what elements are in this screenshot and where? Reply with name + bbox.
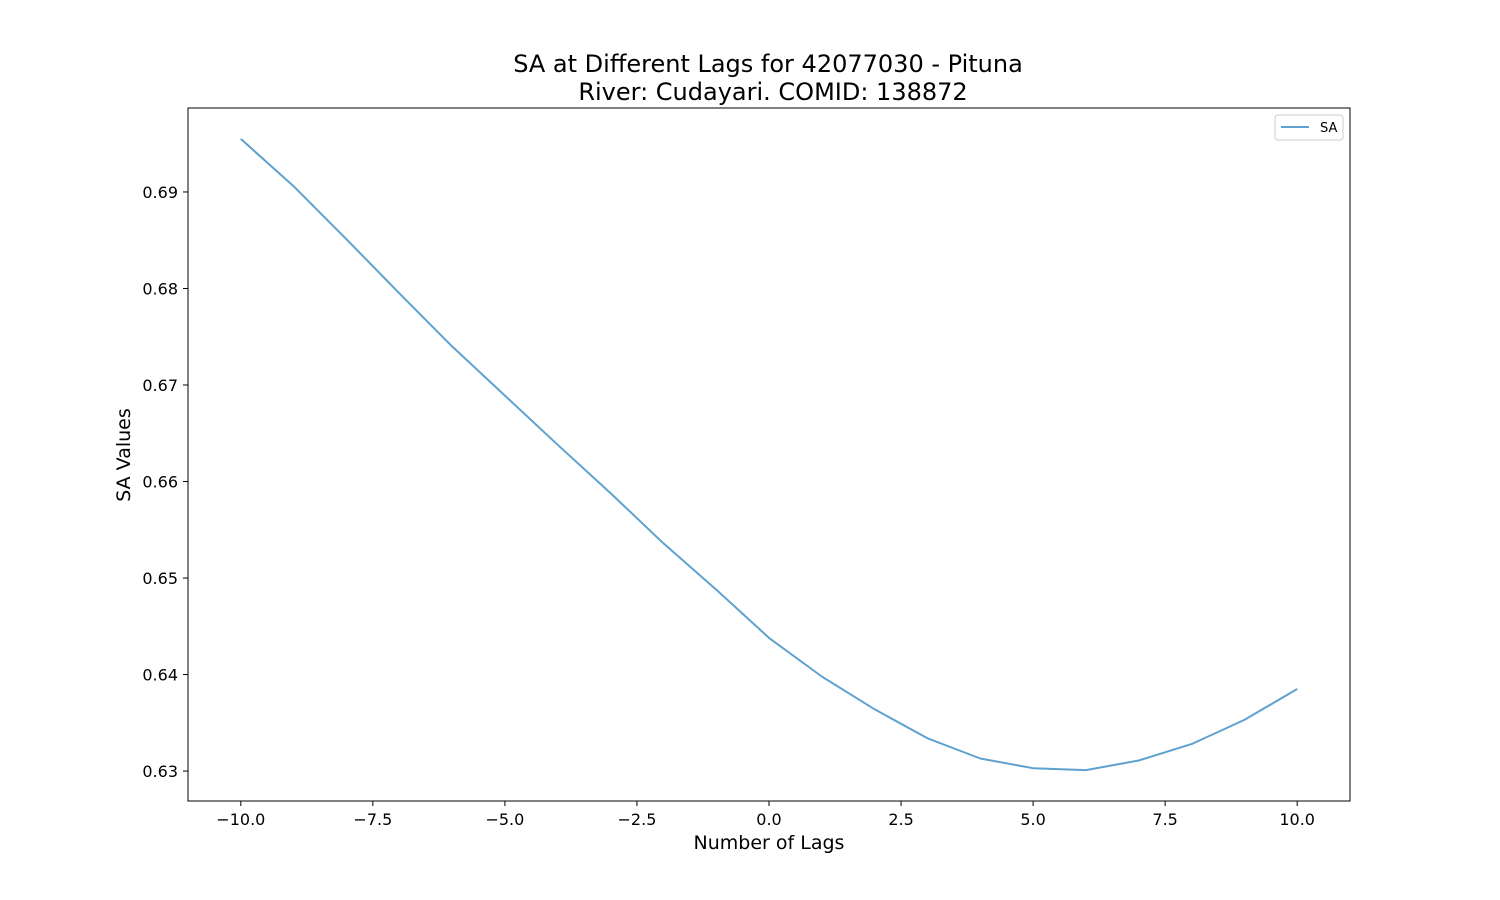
x-tick-label: 0.0 bbox=[756, 810, 781, 829]
y-tick-label: 0.64 bbox=[142, 666, 178, 685]
series-layer bbox=[240, 138, 1298, 772]
chart-subtitle: River: Cudayari. COMID: 138872 bbox=[578, 78, 967, 106]
x-tick-label: −5.0 bbox=[485, 810, 524, 829]
chart-title: SA at Different Lags for 42077030 - Pitu… bbox=[513, 50, 1023, 78]
legend: SA bbox=[1274, 114, 1344, 141]
series-line-sa bbox=[240, 138, 1298, 772]
x-tick-label: 2.5 bbox=[888, 810, 913, 829]
plot-frame bbox=[187, 107, 1351, 802]
y-tick-label: 0.69 bbox=[142, 183, 178, 202]
x-tick-label: −2.5 bbox=[618, 810, 657, 829]
y-tick-label: 0.65 bbox=[142, 569, 178, 588]
x-tick-label: −10.0 bbox=[216, 810, 265, 829]
x-tick-label: 10.0 bbox=[1279, 810, 1315, 829]
x-axis-label: Number of Lags bbox=[694, 832, 845, 854]
y-tick-label: 0.68 bbox=[142, 279, 178, 298]
y-tick-label: 0.63 bbox=[142, 762, 178, 781]
x-tick-label: 7.5 bbox=[1152, 810, 1177, 829]
legend-label-sa: SA bbox=[1320, 121, 1337, 136]
y-tick-label: 0.67 bbox=[142, 376, 178, 395]
y-tick-label: 0.66 bbox=[142, 473, 178, 492]
y-axis-label: SA Values bbox=[113, 408, 135, 502]
axis-ticks: −10.0 −7.5 −5.0 −2.5 0.0 2.5 5.0 7.5 10.0 0.63 0.6… bbox=[142, 183, 1315, 829]
x-tick-label: 5.0 bbox=[1020, 810, 1045, 829]
x-tick-label: −7.5 bbox=[353, 810, 392, 829]
